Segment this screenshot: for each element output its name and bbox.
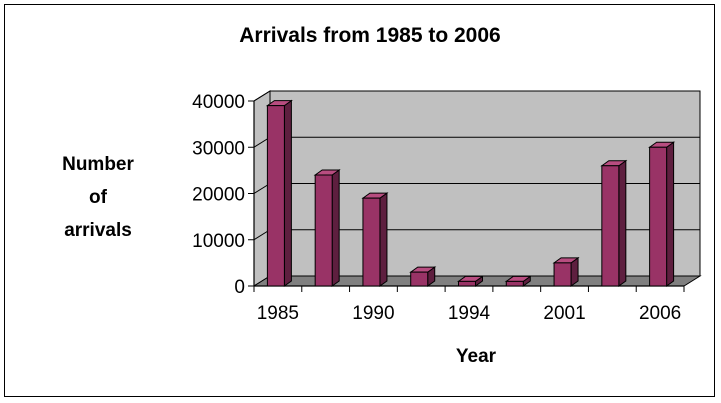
bar-1990 [361,192,389,287]
bar-side-1985 [283,99,292,287]
bar-2001 [552,256,580,287]
bar-1997 [504,275,532,287]
bar-1992 [409,266,437,287]
x-tick-label-2: 1990 [352,303,394,324]
chart-title: Arrivals from 1985 to 2006 [239,24,500,47]
bar-1985 [265,99,293,287]
gridline-side-4 [253,90,271,102]
bar-front-1990 [362,197,381,287]
bar-side-2004 [618,159,627,287]
y-axis-label-line-2: of [89,187,108,208]
bar-front-1994 [458,280,476,287]
x-tick-label-6: 2001 [543,303,585,324]
bar-front-2006 [649,146,668,287]
y-tick-label-3: 30000 [192,138,245,159]
bar-side-2006 [666,141,675,287]
y-axis-label-line-1: Number [62,154,134,175]
bar-front-1985 [266,105,285,287]
y-tick-label-1: 10000 [192,231,245,252]
x-tick-labels: 1985 1990 1994 2001 2006 [257,303,682,324]
bar-side-1990 [379,192,388,287]
bar-2004 [600,159,628,287]
x-tick-label-0: 1985 [257,303,299,324]
x-axis-label: Year [456,346,497,367]
x-tick-label-8: 2006 [639,303,681,324]
y-tick-labels: 0 10000 20000 30000 40000 [192,92,245,298]
y-axis-label: Number of arrivals [62,154,134,241]
bar-2006 [648,141,676,287]
y-tick-label-2: 20000 [192,185,245,206]
y-tick-label-4: 40000 [192,92,245,113]
x-tick-label-4: 1994 [448,303,491,324]
bar-1994 [456,275,485,287]
bar-side-1988 [331,169,340,287]
y-tick-label-0: 0 [234,277,245,298]
y-axis-label-line-3: arrivals [64,220,132,241]
bar-front-1997 [505,280,524,287]
bars [265,99,676,287]
bar-front-1992 [410,271,429,287]
bar-1988 [313,169,341,287]
bar-front-2001 [553,262,572,287]
bar-front-2004 [601,165,620,287]
bar-front-1988 [314,174,333,287]
